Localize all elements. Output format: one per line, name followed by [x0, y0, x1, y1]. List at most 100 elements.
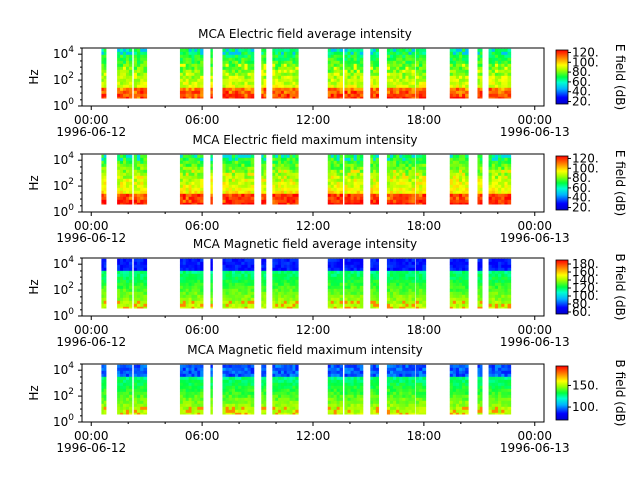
spectrogram-cell: [101, 66, 105, 71]
spectrogram-cell: [263, 294, 267, 299]
spectrogram-cell: [128, 270, 133, 275]
spectrogram-cell: [101, 273, 105, 278]
spectrogram-cell: [330, 87, 335, 92]
spectrogram-cell: [140, 303, 144, 308]
spectrogram-cell: [244, 397, 248, 402]
spectrogram-cell: [336, 270, 341, 275]
spectrogram-cell: [179, 60, 184, 65]
spectrogram-cell: [103, 166, 107, 171]
spectrogram-cell: [120, 273, 124, 278]
spectrogram-cell: [452, 60, 457, 65]
spectrogram-cell: [494, 202, 499, 205]
spectrogram-cell: [185, 54, 190, 59]
spectrogram-cell: [347, 93, 351, 98]
spectrogram-cell: [261, 48, 264, 53]
spectrogram-cell: [344, 178, 348, 183]
spectrogram-cell: [191, 160, 195, 165]
spectrogram-cell: [402, 51, 406, 56]
spectrogram-cell: [182, 181, 187, 186]
spectrogram-cell: [458, 181, 463, 186]
spectrogram-cell: [241, 81, 245, 86]
spectrogram-cell: [272, 157, 276, 162]
spectrogram-cell: [250, 291, 255, 296]
spectrogram-cell: [120, 81, 124, 86]
spectrogram-cell: [283, 90, 288, 95]
spectrogram-cell: [210, 370, 213, 375]
spectrogram-cell: [185, 388, 190, 393]
spectrogram-cell: [235, 391, 239, 396]
spectrogram-cell: [182, 373, 187, 378]
spectrogram-cell: [263, 187, 267, 192]
spectrogram-cell: [373, 90, 377, 95]
spectrogram-cell: [241, 300, 245, 305]
spectrogram-cell: [465, 160, 469, 165]
spectrogram-cell: [231, 72, 236, 77]
spectrogram-cell: [133, 394, 138, 399]
spectrogram-cell: [247, 93, 252, 98]
spectrogram-cell: [408, 303, 412, 308]
spectrogram-cell: [194, 261, 198, 266]
spectrogram-cell: [405, 166, 409, 171]
spectrogram-cell: [191, 273, 195, 278]
colorbar-label: E field (dB): [613, 44, 627, 110]
spectrogram-cell: [507, 93, 512, 98]
spectrogram-cell: [330, 160, 335, 165]
spectrogram-cell: [278, 282, 282, 287]
spectrogram-cell: [263, 412, 267, 415]
spectrogram-cell: [278, 87, 282, 92]
spectrogram-cell: [125, 276, 130, 281]
spectrogram-cell: [136, 160, 141, 165]
spectrogram-cell: [128, 96, 133, 99]
spectrogram-cell: [128, 373, 133, 378]
spectrogram-cell: [458, 172, 463, 177]
spectrogram-cell: [280, 178, 285, 183]
spectrogram-cell: [247, 376, 252, 381]
spectrogram-cell: [359, 276, 364, 281]
spectrogram-cell: [402, 306, 406, 309]
spectrogram-cell: [289, 66, 293, 71]
spectrogram-cell: [411, 93, 416, 98]
spectrogram-cell: [491, 72, 496, 77]
spectrogram-cell: [465, 154, 469, 159]
spectrogram-cell: [225, 264, 230, 269]
spectrogram-cell: [375, 294, 379, 299]
spectrogram-cell: [330, 184, 335, 189]
spectrogram-cell: [452, 154, 457, 159]
spectrogram-cell: [408, 169, 412, 174]
spectrogram-cell: [143, 400, 148, 405]
spectrogram-cell: [370, 285, 374, 290]
spectrogram-cell: [235, 54, 239, 59]
spectrogram-cell: [283, 300, 288, 305]
spectrogram-cell: [405, 193, 409, 198]
spectrogram-cell: [507, 199, 512, 204]
spectrogram-cell: [123, 288, 127, 293]
spectrogram-cell: [393, 78, 397, 83]
spectrogram-cell: [272, 190, 276, 195]
spectrogram-cell: [494, 199, 499, 204]
spectrogram-cell: [261, 93, 264, 98]
spectrogram-cell: [261, 96, 264, 99]
spectrogram-cell: [140, 412, 144, 415]
spectrogram-cell: [333, 81, 338, 86]
spectrogram-cell: [210, 196, 213, 201]
spectrogram-cell: [250, 388, 255, 393]
spectrogram-cell: [191, 81, 195, 86]
spectrogram-cell: [283, 166, 288, 171]
spectrogram-cell: [120, 379, 124, 384]
spectrogram-cell: [225, 288, 230, 293]
spectrogram-cell: [185, 69, 190, 74]
spectrogram-cell: [333, 261, 338, 266]
spectrogram-cell: [179, 157, 184, 162]
spectrogram-cell: [418, 160, 423, 165]
spectrogram-cell: [390, 300, 394, 305]
spectrogram-cell: [263, 172, 267, 177]
spectrogram-cell: [289, 190, 293, 195]
spectrogram-cell: [507, 187, 512, 192]
spectrogram-cell: [375, 276, 379, 281]
spectrogram-cell: [286, 154, 290, 159]
spectrogram-cell: [261, 379, 264, 384]
spectrogram-cell: [292, 258, 296, 263]
spectrogram-cell: [501, 273, 505, 278]
spectrogram-cell: [101, 57, 105, 62]
spectrogram-cell: [194, 81, 198, 86]
